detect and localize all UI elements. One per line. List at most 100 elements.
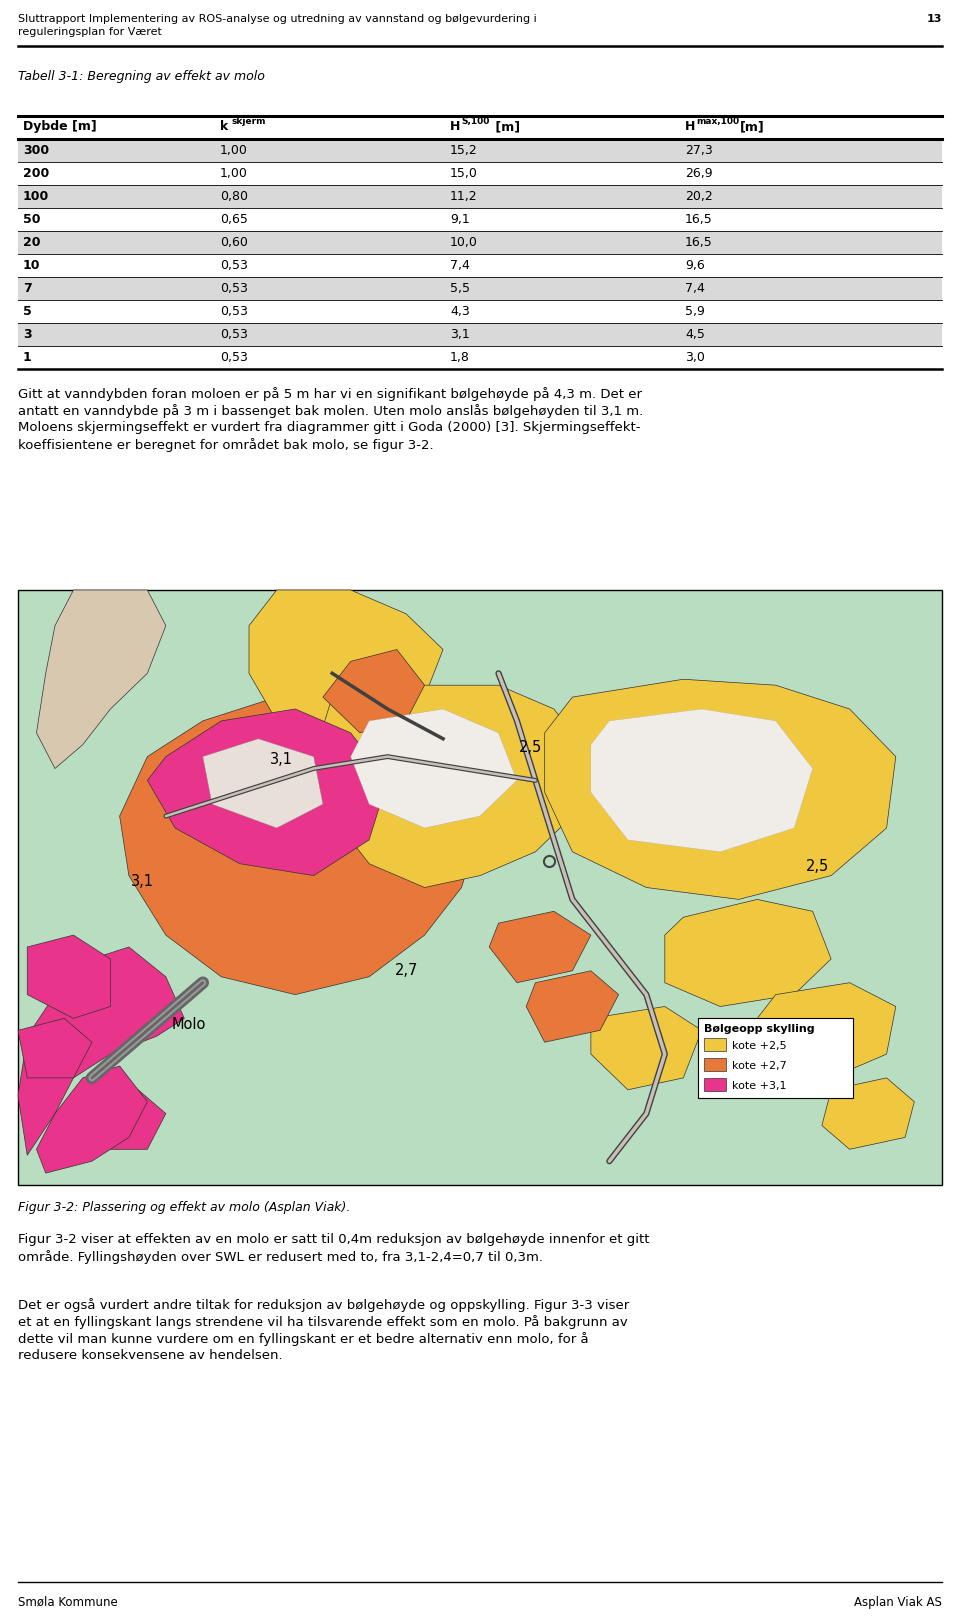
Polygon shape <box>590 1006 702 1090</box>
Bar <box>18 590 942 1184</box>
Text: 200: 200 <box>23 167 49 180</box>
Polygon shape <box>83 1090 166 1149</box>
Text: 0,65: 0,65 <box>220 212 248 227</box>
Text: 7,4: 7,4 <box>450 259 469 272</box>
Text: max,100: max,100 <box>696 117 739 126</box>
Text: 3,1: 3,1 <box>132 875 155 889</box>
Bar <box>18 139 942 162</box>
Bar <box>18 277 942 300</box>
Polygon shape <box>148 710 388 875</box>
Text: [m]: [m] <box>740 120 765 133</box>
Polygon shape <box>36 590 166 768</box>
Text: 20,2: 20,2 <box>685 190 712 202</box>
Polygon shape <box>18 1019 92 1077</box>
Text: Figur 3-2 viser at effekten av en molo er satt til 0,4m reduksjon av bølgehøyde : Figur 3-2 viser at effekten av en molo e… <box>18 1233 650 1246</box>
Text: 2,5: 2,5 <box>519 740 542 755</box>
Text: Sluttrapport Implementering av ROS-analyse og utredning av vannstand og bølgevur: Sluttrapport Implementering av ROS-analy… <box>18 15 537 24</box>
Polygon shape <box>350 710 516 828</box>
Text: Molo: Molo <box>172 1017 206 1032</box>
Text: 13: 13 <box>926 15 942 24</box>
Text: Det er også vurdert andre tiltak for reduksjon av bølgehøyde og oppskylling. Fig: Det er også vurdert andre tiltak for red… <box>18 1298 629 1312</box>
Text: 0,53: 0,53 <box>220 305 248 318</box>
Polygon shape <box>27 935 110 1019</box>
Bar <box>704 1058 726 1071</box>
Text: 3,1: 3,1 <box>270 752 293 768</box>
Text: 20: 20 <box>23 237 40 249</box>
Text: Tabell 3-1: Beregning av effekt av molo: Tabell 3-1: Beregning av effekt av molo <box>18 70 265 83</box>
Text: et at en fyllingskant langs strendene vil ha tilsvarende effekt som en molo. På : et at en fyllingskant langs strendene vi… <box>18 1315 628 1328</box>
Text: 11,2: 11,2 <box>450 190 478 202</box>
Text: H: H <box>450 120 461 133</box>
Text: 7,4: 7,4 <box>685 282 705 295</box>
Text: 5,5: 5,5 <box>450 282 470 295</box>
Bar <box>698 1019 853 1098</box>
Polygon shape <box>314 685 590 888</box>
Text: Asplan Viak AS: Asplan Viak AS <box>854 1596 942 1609</box>
Polygon shape <box>203 739 323 828</box>
Text: Gitt at vanndybden foran moloen er på 5 m har vi en signifikant bølgehøyde på 4,: Gitt at vanndybden foran moloen er på 5 … <box>18 387 642 402</box>
Text: kote +2,7: kote +2,7 <box>732 1061 787 1071</box>
Polygon shape <box>664 899 831 1006</box>
Text: H: H <box>685 120 695 133</box>
Text: område. Fyllingshøyden over SWL er redusert med to, fra 3,1-2,4=0,7 til 0,3m.: område. Fyllingshøyden over SWL er redus… <box>18 1251 543 1264</box>
Text: S,100: S,100 <box>461 117 490 126</box>
Text: 1: 1 <box>23 352 32 365</box>
Text: 7: 7 <box>23 282 32 295</box>
Polygon shape <box>526 970 618 1042</box>
Bar <box>18 185 942 207</box>
Text: 3,0: 3,0 <box>685 352 705 365</box>
Text: 9,1: 9,1 <box>450 212 469 227</box>
Text: 2,7: 2,7 <box>395 964 418 978</box>
Text: reguleringsplan for Været: reguleringsplan for Været <box>18 28 162 37</box>
Text: skjerm: skjerm <box>232 117 267 126</box>
Text: 9,6: 9,6 <box>685 259 705 272</box>
Text: 0,53: 0,53 <box>220 259 248 272</box>
Text: Dybde [m]: Dybde [m] <box>23 120 97 133</box>
Polygon shape <box>822 1077 914 1149</box>
Text: 50: 50 <box>23 212 40 227</box>
Bar <box>704 1079 726 1092</box>
Text: 1,8: 1,8 <box>450 352 469 365</box>
Text: 16,5: 16,5 <box>685 212 712 227</box>
Text: 15,2: 15,2 <box>450 144 478 157</box>
Text: 1,00: 1,00 <box>220 144 248 157</box>
Polygon shape <box>490 912 590 983</box>
Text: 15,0: 15,0 <box>450 167 478 180</box>
Text: 0,60: 0,60 <box>220 237 248 249</box>
Text: dette vil man kunne vurdere om en fyllingskant er et bedre alternativ enn molo, : dette vil man kunne vurdere om en fyllin… <box>18 1332 588 1346</box>
Polygon shape <box>590 710 812 852</box>
Text: Figur 3-2: Plassering og effekt av molo (Asplan Viak).: Figur 3-2: Plassering og effekt av molo … <box>18 1200 350 1213</box>
Text: 0,53: 0,53 <box>220 327 248 340</box>
Text: Smøla Kommune: Smøla Kommune <box>18 1596 118 1609</box>
Text: kote +2,5: kote +2,5 <box>732 1042 786 1051</box>
Bar <box>704 1038 726 1051</box>
Text: kote +3,1: kote +3,1 <box>732 1082 786 1092</box>
Polygon shape <box>544 679 896 899</box>
Polygon shape <box>120 697 480 995</box>
Bar <box>18 322 942 347</box>
Text: 3: 3 <box>23 327 32 340</box>
Polygon shape <box>36 1066 148 1173</box>
Polygon shape <box>757 983 896 1077</box>
Text: 0,53: 0,53 <box>220 282 248 295</box>
Text: antatt en vanndybde på 3 m i bassenget bak molen. Uten molo anslås bølgehøyden t: antatt en vanndybde på 3 m i bassenget b… <box>18 403 643 418</box>
Text: redusere konsekvensene av hendelsen.: redusere konsekvensene av hendelsen. <box>18 1349 282 1362</box>
Text: 1,00: 1,00 <box>220 167 248 180</box>
Text: 4,3: 4,3 <box>450 305 469 318</box>
Text: 10,0: 10,0 <box>450 237 478 249</box>
Text: 0,80: 0,80 <box>220 190 248 202</box>
Text: Moloens skjermingseffekt er vurdert fra diagrammer gitt i Goda (2000) [3]. Skjer: Moloens skjermingseffekt er vurdert fra … <box>18 421 640 434</box>
Text: 5: 5 <box>23 305 32 318</box>
Text: koeffisientene er beregnet for området bak molo, se figur 3-2.: koeffisientene er beregnet for området b… <box>18 437 434 452</box>
Text: 27,3: 27,3 <box>685 144 712 157</box>
Text: 0,53: 0,53 <box>220 352 248 365</box>
Text: 10: 10 <box>23 259 40 272</box>
Polygon shape <box>323 650 424 732</box>
Text: 100: 100 <box>23 190 49 202</box>
Text: 16,5: 16,5 <box>685 237 712 249</box>
Polygon shape <box>249 590 444 745</box>
Polygon shape <box>18 948 184 1155</box>
Text: 3,1: 3,1 <box>450 327 469 340</box>
Text: Bølgeopp skylling: Bølgeopp skylling <box>704 1024 815 1035</box>
Text: [m]: [m] <box>491 120 520 133</box>
